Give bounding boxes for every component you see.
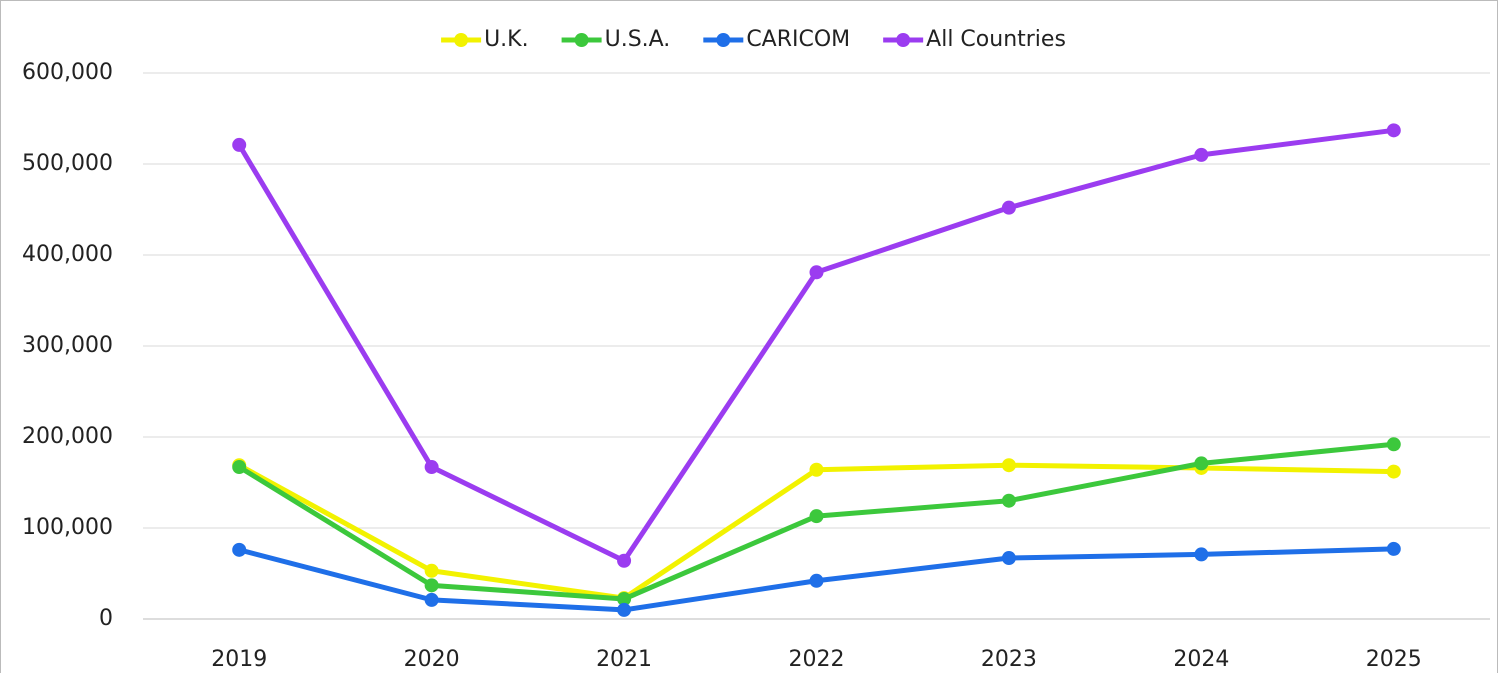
legend-label: U.K. — [484, 27, 529, 52]
legend-label: All Countries — [926, 27, 1066, 52]
y-tick-label: 300,000 — [22, 333, 113, 358]
data-point — [1001, 493, 1016, 508]
y-tick-label: 400,000 — [22, 242, 113, 267]
data-point — [617, 591, 632, 606]
y-tick-label: 0 — [99, 606, 113, 631]
data-point — [809, 509, 824, 524]
data-point — [232, 460, 247, 475]
data-point — [424, 592, 439, 607]
data-point — [809, 573, 824, 588]
legend-marker — [896, 33, 911, 47]
data-point — [1194, 456, 1209, 471]
data-point — [1194, 547, 1209, 562]
data-point — [1386, 123, 1401, 138]
data-point — [1386, 464, 1401, 479]
data-point — [809, 265, 824, 280]
legend-label: U.S.A. — [605, 27, 671, 52]
y-tick-label: 500,000 — [22, 151, 113, 176]
data-point — [809, 462, 824, 477]
x-tick-label: 2021 — [596, 647, 652, 672]
x-tick-label: 2022 — [789, 647, 845, 672]
data-point — [617, 553, 632, 568]
x-tick-label: 2023 — [981, 647, 1037, 672]
x-tick-label: 2025 — [1366, 647, 1422, 672]
data-point — [1386, 437, 1401, 452]
data-point — [617, 602, 632, 617]
legend-marker — [574, 33, 589, 47]
y-tick-label: 200,000 — [22, 424, 113, 449]
data-point — [424, 460, 439, 475]
x-tick-label: 2020 — [404, 647, 460, 672]
data-point — [424, 578, 439, 593]
x-tick-label: 2019 — [211, 647, 267, 672]
data-point — [1194, 147, 1209, 162]
legend-marker — [454, 33, 469, 47]
data-point — [1001, 458, 1016, 473]
data-point — [232, 137, 247, 152]
data-point — [424, 563, 439, 578]
legend-marker — [716, 33, 731, 47]
data-point — [232, 542, 247, 557]
data-point — [1001, 551, 1016, 566]
data-point — [1001, 200, 1016, 215]
y-tick-label: 100,000 — [22, 515, 113, 540]
data-point — [1386, 541, 1401, 556]
y-tick-label: 600,000 — [22, 60, 113, 85]
x-tick-label: 2024 — [1173, 647, 1229, 672]
legend-label: CARICOM — [746, 27, 850, 52]
